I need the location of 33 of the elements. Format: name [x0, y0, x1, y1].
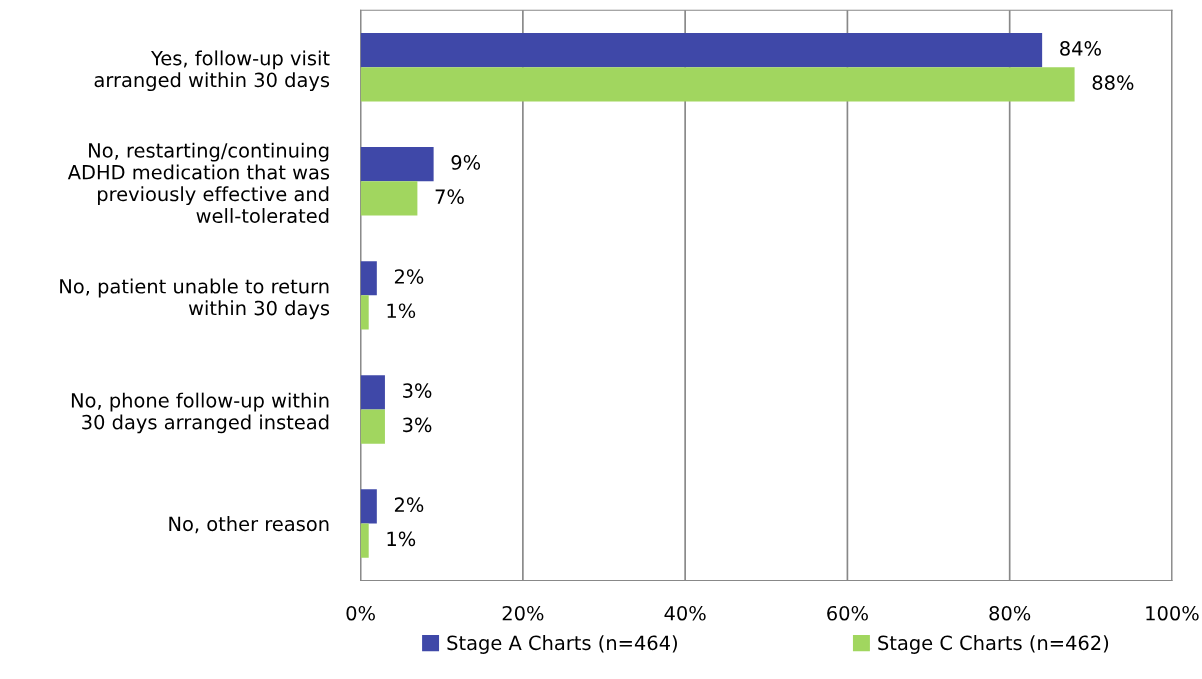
legend-label: Stage C Charts (n=462): [878, 635, 1109, 654]
data-label: 1%: [387, 303, 416, 319]
x-tick-label: 60%: [827, 605, 868, 621]
bar: [360, 409, 385, 444]
y-tick-label: No, patient unable to return within 30 days: [60, 278, 330, 320]
data-label: 9%: [451, 155, 481, 170]
bar: [360, 67, 1075, 102]
bar: [360, 375, 385, 410]
y-tick-label: No, phone follow-up within 30 days arranged instead: [71, 392, 329, 434]
data-label: 88%: [1092, 75, 1134, 90]
bar: [360, 295, 369, 330]
bar: [360, 261, 377, 296]
bar: [360, 147, 434, 182]
bar: [360, 33, 1043, 68]
x-tick-label: 40%: [664, 605, 706, 621]
data-label: 2%: [394, 269, 424, 284]
data-label: 84%: [1060, 41, 1101, 56]
y-tick-label: No, restarting/continuing ADHD medication that was previously effective and well-tolerated: [67, 142, 330, 224]
x-tick-label: 80%: [989, 605, 1031, 621]
data-label: 3%: [403, 383, 432, 398]
data-label: 3%: [403, 417, 432, 433]
y-tick-label: Yes, follow-up visit arranged within 30 days: [94, 50, 330, 92]
data-label: 2%: [394, 497, 424, 513]
data-label: 1%: [387, 531, 416, 547]
y-tick-label: No, other reason: [169, 516, 329, 534]
bar: [360, 181, 418, 216]
x-tick-label: 100%: [1146, 605, 1199, 621]
x-tick-label: 0%: [346, 605, 375, 621]
bar: [360, 523, 369, 558]
bar: [360, 489, 377, 524]
x-tick-label: 20%: [502, 605, 544, 621]
data-label: 7%: [435, 189, 464, 205]
legend-label: Stage A Charts (n=464): [447, 635, 677, 654]
